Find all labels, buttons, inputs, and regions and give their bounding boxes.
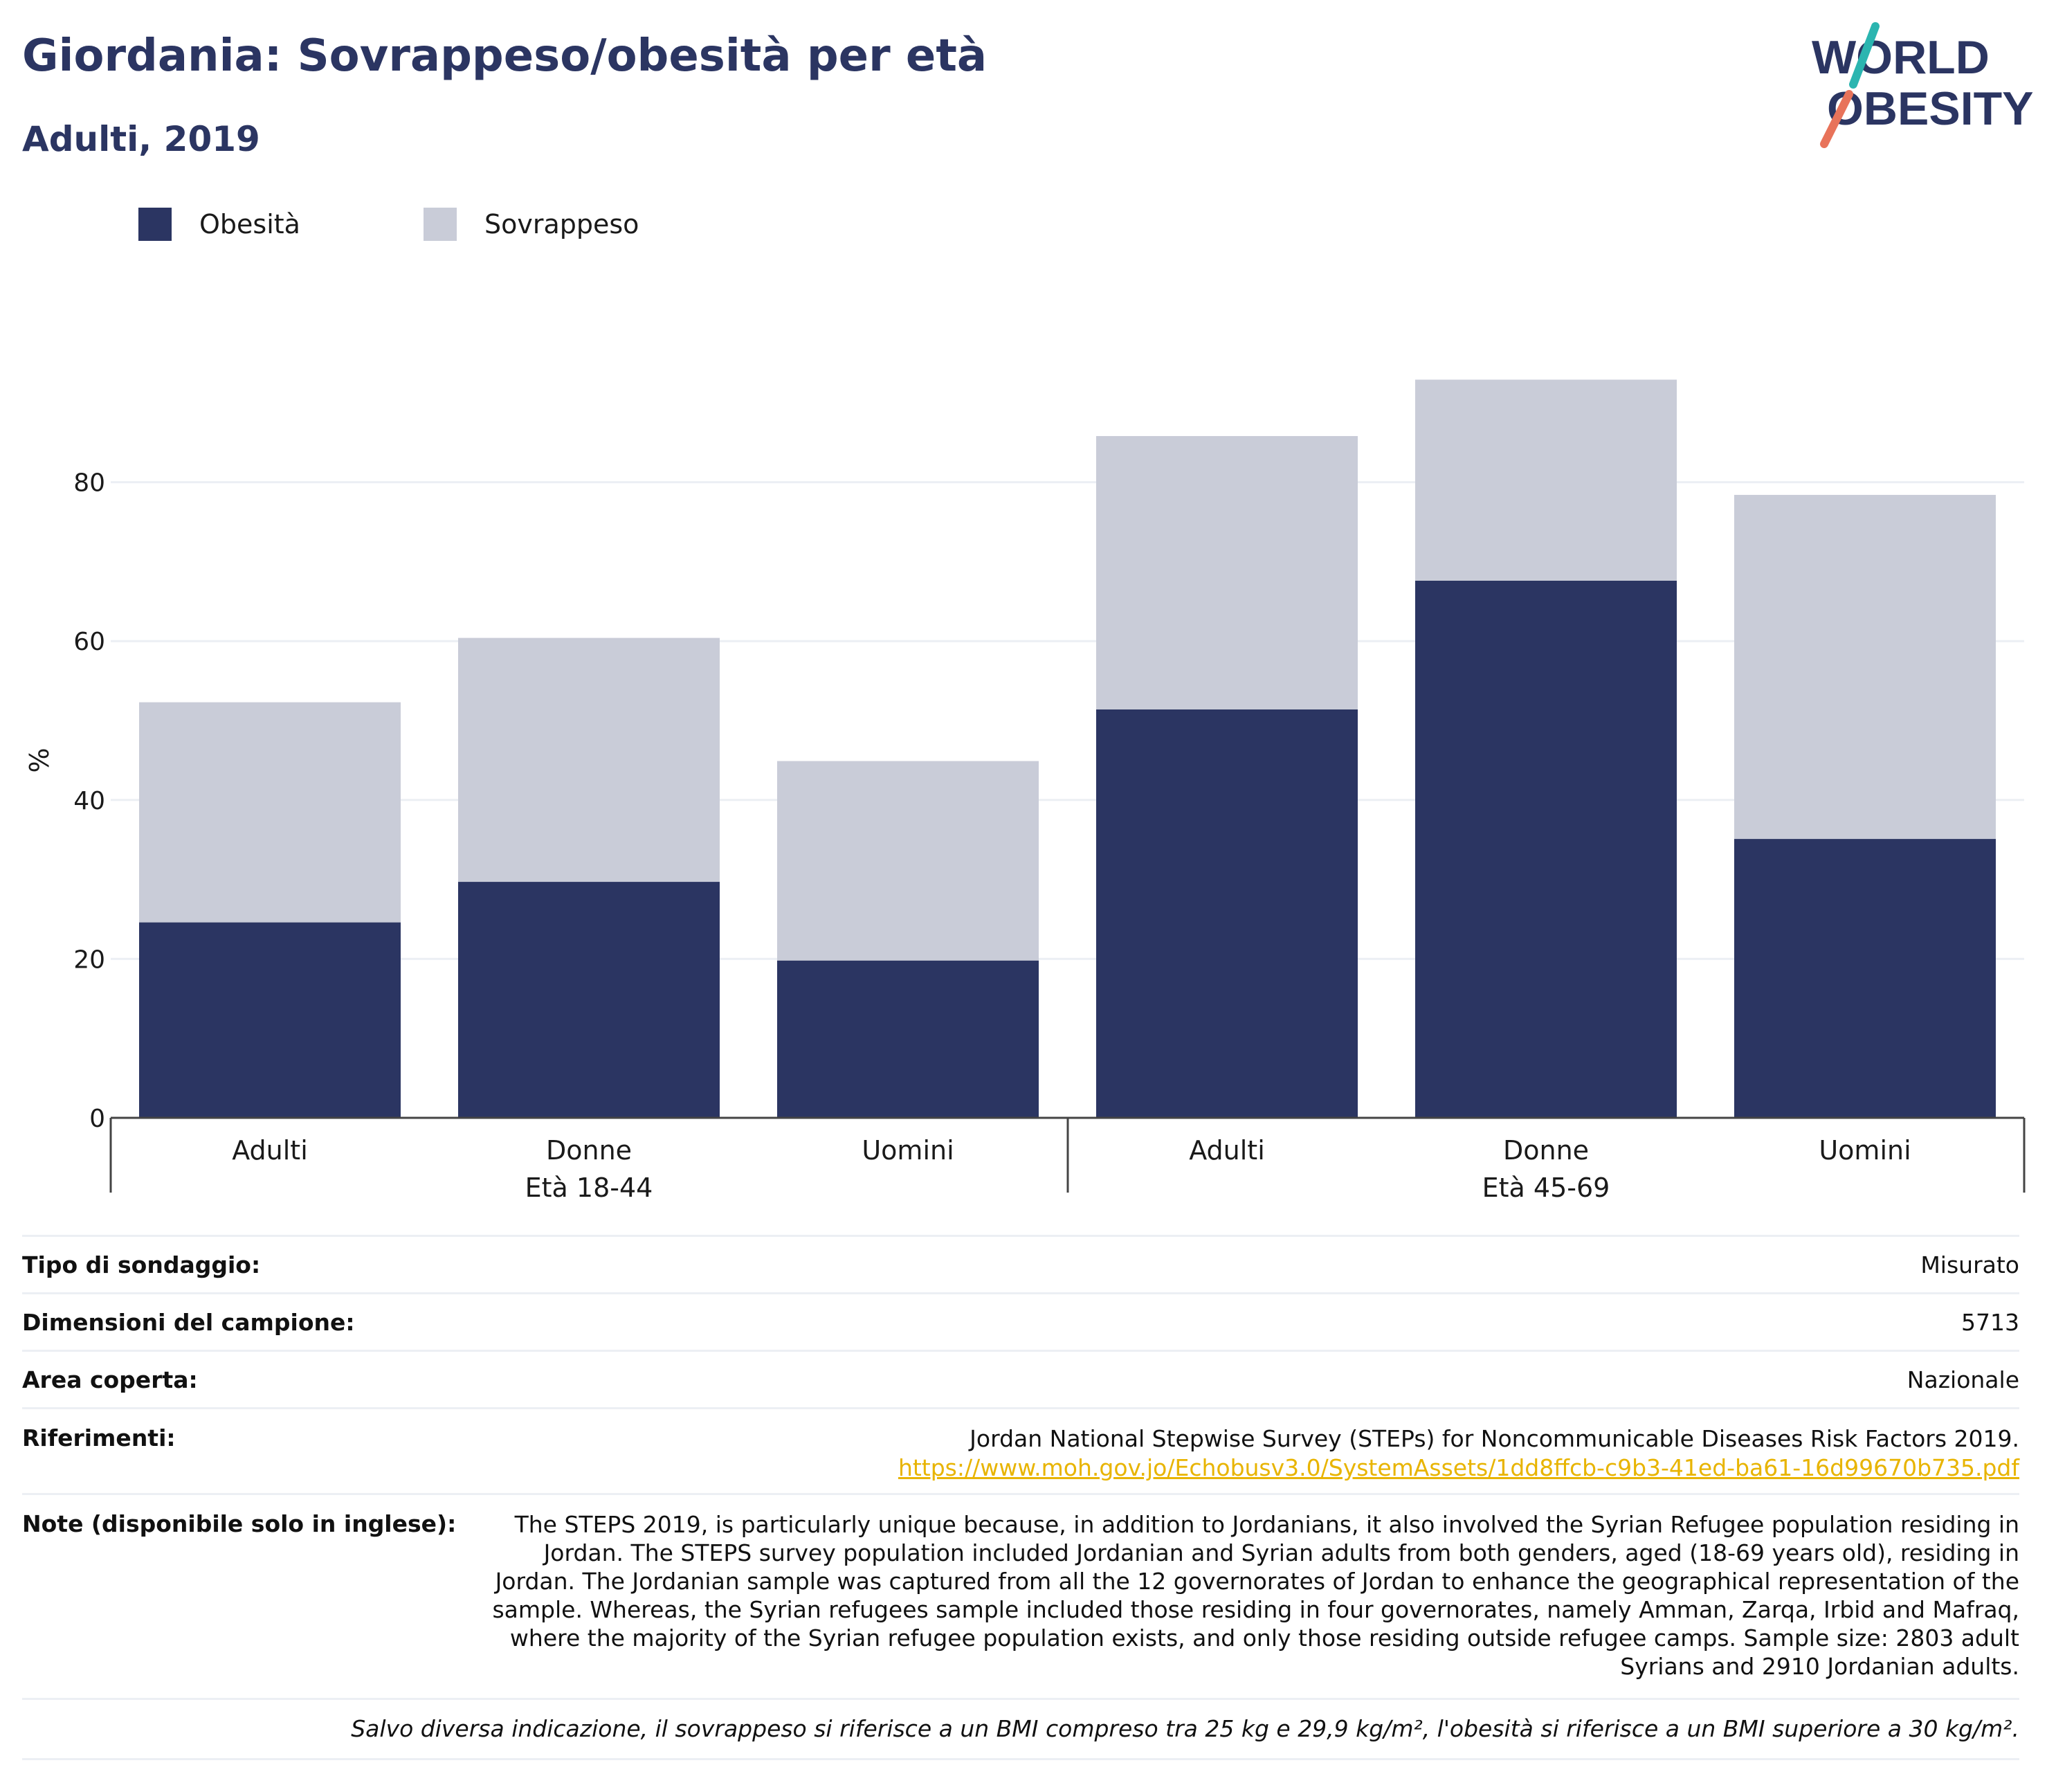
references-label: Riferimenti: bbox=[22, 1424, 176, 1451]
y-tick-label: 20 bbox=[73, 945, 105, 974]
chart-title: Giordania: Sovrappeso/obesità per età bbox=[22, 30, 988, 82]
legend-label-obesity: Obesità bbox=[199, 209, 300, 239]
bar-obesity bbox=[1415, 580, 1677, 1118]
legend-item-overweight[interactable]: Sovrappeso bbox=[424, 208, 639, 241]
notes-line: Jordan. The Jordanian sample was capture… bbox=[495, 1568, 2019, 1595]
logo-text-world: WORLD bbox=[1812, 31, 1990, 84]
bmi-footnote: Salvo diversa indicazione, il sovrappeso… bbox=[22, 1698, 2019, 1760]
y-tick-label: 40 bbox=[73, 787, 105, 815]
bar-overweight bbox=[1096, 436, 1358, 709]
notes-line: sample. Whereas, the Syrian refugees sam… bbox=[492, 1596, 2019, 1623]
survey-type-label: Tipo di sondaggio: bbox=[22, 1251, 261, 1278]
area-value: Nazionale bbox=[1907, 1366, 2019, 1393]
x-tick-label: Adulti bbox=[1189, 1135, 1265, 1166]
notes-line: where the majority of the Syrian refugee… bbox=[509, 1624, 2019, 1651]
x-tick-label: Uomini bbox=[1819, 1135, 1911, 1166]
logo-text-obesity: OBESITY bbox=[1827, 82, 2034, 135]
y-tick-label: 80 bbox=[73, 469, 105, 498]
sample-size-label: Dimensioni del campione: bbox=[22, 1308, 355, 1336]
references-link[interactable]: https://www.moh.gov.jo/Echobusv3.0/Syste… bbox=[898, 1454, 2019, 1481]
legend-swatch-overweight bbox=[424, 208, 457, 241]
legend-item-obesity[interactable]: Obesità bbox=[138, 208, 300, 241]
info-table: Tipo di sondaggio: Misurato Dimensioni d… bbox=[22, 1235, 2019, 1760]
notes-label: Note (disponibile solo in inglese): bbox=[22, 1510, 457, 1537]
x-tick-label: Donne bbox=[1503, 1135, 1589, 1166]
bar-obesity bbox=[139, 922, 401, 1118]
stacked-bar-chart: 0 20 40 60 80% Adulti Donne Uomini Adulti Donne Uo… bbox=[24, 379, 2026, 1203]
y-tick-label: 0 bbox=[89, 1105, 105, 1133]
world-obesity-logo: WORLD OBESITY bbox=[1812, 22, 2034, 148]
bar-obesity bbox=[458, 882, 720, 1118]
legend-swatch-obesity bbox=[138, 208, 172, 241]
survey-type-value: Misurato bbox=[1920, 1251, 2019, 1278]
sample-size-value: 5713 bbox=[1961, 1308, 2019, 1336]
area-label: Area coperta: bbox=[22, 1366, 198, 1393]
logo-slash-top bbox=[1849, 22, 1880, 89]
legend-label-overweight: Sovrappeso bbox=[484, 209, 639, 239]
bar-overweight bbox=[1415, 379, 1677, 581]
notes-line: Syrians and 2910 Jordanian adults. bbox=[1620, 1653, 2019, 1680]
x-tick-label: Adulti bbox=[232, 1135, 308, 1166]
notes-line: Jordan. The STEPS survey population incl… bbox=[543, 1539, 2019, 1566]
logo-slash-bottom bbox=[1820, 90, 1853, 148]
references-value: Jordan National Stepwise Survey (STEPs) … bbox=[898, 1424, 2019, 1483]
chart-subtitle: Adulti, 2019 bbox=[22, 119, 260, 159]
references-text: Jordan National Stepwise Survey (STEPs) … bbox=[970, 1425, 2019, 1452]
bar-overweight bbox=[458, 637, 720, 883]
bar-obesity bbox=[777, 960, 1039, 1118]
y-axis-label: % bbox=[24, 748, 55, 772]
x-group-label: Età 18-44 bbox=[525, 1173, 653, 1203]
y-tick-label: 60 bbox=[73, 628, 105, 656]
info-row-sample-size: Dimensioni del campione: 5713 bbox=[22, 1292, 2019, 1350]
x-group-label: Età 45-69 bbox=[1482, 1173, 1610, 1203]
bar-overweight bbox=[777, 761, 1039, 961]
info-row-references: Riferimenti: Jordan National Stepwise Su… bbox=[22, 1407, 2019, 1493]
bar-obesity bbox=[1096, 709, 1358, 1118]
notes-text: The STEPS 2019, is particularly unique b… bbox=[492, 1510, 2019, 1681]
notes-line: The STEPS 2019, is particularly unique b… bbox=[514, 1511, 2019, 1538]
bar-overweight bbox=[139, 702, 401, 923]
x-tick-label: Donne bbox=[546, 1135, 632, 1166]
bar-overweight bbox=[1734, 494, 1996, 840]
info-row-survey-type: Tipo di sondaggio: Misurato bbox=[22, 1235, 2019, 1292]
bar-obesity bbox=[1734, 839, 1996, 1118]
x-tick-label: Uomini bbox=[862, 1135, 954, 1166]
info-row-notes: Note (disponibile solo in inglese): The … bbox=[22, 1493, 2019, 1698]
info-row-area: Area coperta: Nazionale bbox=[22, 1350, 2019, 1407]
